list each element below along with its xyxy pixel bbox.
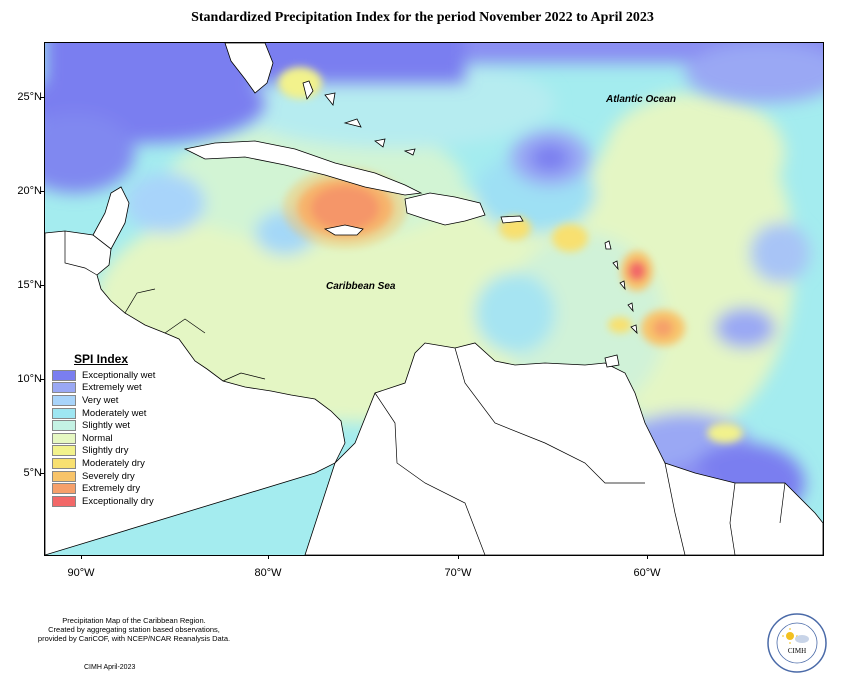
legend-label: Normal [82, 432, 113, 444]
lat-label-20n: 20°N [17, 185, 42, 197]
legend-item: Moderately wet [52, 407, 186, 420]
lon-tick [647, 555, 648, 559]
legend-swatch [52, 445, 76, 457]
footer-line: Precipitation Map of the Caribbean Regio… [62, 616, 206, 625]
legend-label: Exceptionally wet [82, 369, 156, 381]
legend-label: Extremely dry [82, 483, 141, 495]
spi-map [44, 42, 824, 556]
lat-tick [40, 379, 44, 380]
legend-swatch [52, 369, 76, 381]
lat-label-15n: 15°N [17, 279, 42, 291]
legend-label: Very wet [82, 394, 119, 406]
legend-item: Extremely wet [52, 382, 186, 395]
lat-tick [40, 191, 44, 192]
legend-label: Slightly wet [82, 420, 131, 432]
lat-tick [40, 473, 44, 474]
legend-item: Exceptionally dry [52, 495, 186, 508]
legend-label: Severely dry [82, 470, 135, 482]
legend-item: Exceptionally wet [52, 369, 186, 382]
map-title: Standardized Precipitation Index for the… [191, 10, 654, 25]
sun-cloud-icon [782, 628, 809, 644]
legend-label: Exceptionally dry [82, 495, 154, 507]
cimh-logo: CIMH [766, 612, 828, 674]
legend-label: Slightly dry [82, 445, 129, 457]
lon-tick [268, 555, 269, 559]
legend-label: Extremely wet [82, 382, 142, 394]
legend-swatch [52, 394, 76, 406]
lat-label-5n: 5°N [23, 467, 42, 479]
lon-label-60w: 60°W [633, 567, 661, 579]
legend-item: Severely dry [52, 470, 186, 483]
legend-swatch [52, 470, 76, 482]
legend-item: Extremely dry [52, 482, 186, 495]
footer-line: provided by CariCOF, with NCEP/NCAR Rean… [37, 634, 231, 643]
legend-items: Exceptionally wet Extremely wet Very wet Mo… [52, 369, 186, 508]
legend-title: SPI Index [74, 352, 129, 366]
legend-label: Moderately dry [82, 457, 145, 469]
footer-notes: Precipitation Map of the Caribbean Regio… [14, 616, 254, 643]
atlantic-ocean-label: Atlantic Ocean [606, 94, 677, 105]
legend-swatch [52, 407, 76, 419]
legend-label: Moderately wet [82, 407, 147, 419]
legend-swatch [52, 382, 76, 394]
legend-item: Slightly wet [52, 419, 186, 432]
caribbean-sea-label: Caribbean Sea [326, 281, 396, 292]
legend-swatch [52, 483, 76, 495]
legend-swatch [52, 457, 76, 469]
footer-date: CIMH April-2023 [84, 664, 136, 671]
footer-line: Created by aggregating station based obs… [48, 625, 220, 634]
legend-item: Slightly dry [52, 445, 186, 458]
lat-tick [40, 97, 44, 98]
lon-label-70w: 70°W [444, 567, 472, 579]
lon-label-90w: 90°W [67, 567, 95, 579]
lat-label-25n: 25°N [17, 91, 42, 103]
legend-swatch [52, 495, 76, 507]
legend-item: Very wet [52, 394, 186, 407]
legend-item: Normal [52, 432, 186, 445]
logo-text: CIMH [788, 647, 806, 655]
lon-label-80w: 80°W [254, 567, 282, 579]
lon-tick [458, 555, 459, 559]
legend-item: Moderately dry [52, 457, 186, 470]
lon-tick [81, 555, 82, 559]
lat-label-10n: 10°N [17, 373, 42, 385]
legend-swatch [52, 420, 76, 432]
legend-swatch [52, 432, 76, 444]
spi-legend: SPI Index Exceptionally wet Extremely wet… [52, 352, 186, 508]
spi-map-canvas [45, 43, 823, 555]
lat-tick [40, 285, 44, 286]
